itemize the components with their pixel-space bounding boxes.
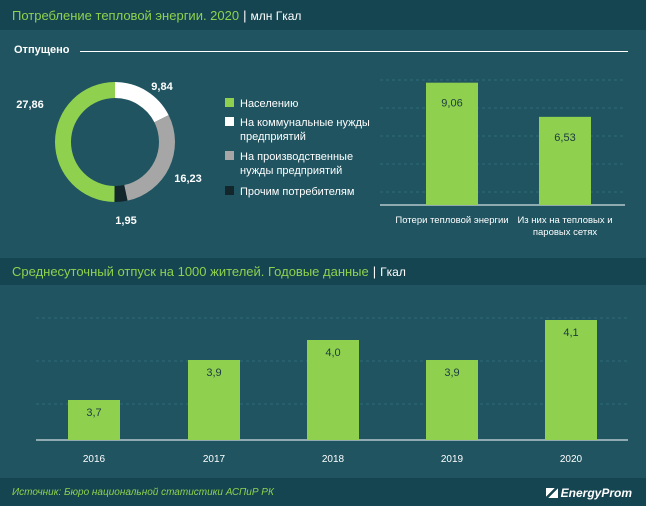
- chart-title-middle: Среднесуточный отпуск на 1000 жителей. Г…: [12, 264, 406, 279]
- bar: [545, 320, 597, 440]
- legend-swatch-grey: [225, 151, 234, 160]
- category-label: 2020: [560, 454, 583, 465]
- bar-value-label: 4,1: [563, 327, 578, 339]
- footer-band: [0, 478, 646, 506]
- brand-text: EnergyProm: [560, 486, 632, 500]
- panel-label: Отпущено: [14, 44, 70, 56]
- bar: [188, 360, 240, 440]
- panel-rule: [80, 51, 628, 52]
- donut-slice: [124, 115, 176, 201]
- title-separator: |: [372, 264, 377, 279]
- brand-logo: EnergyProm: [545, 486, 632, 500]
- category-label: Потери тепловой энергии: [395, 215, 508, 226]
- yearly-bar-chart: 3,7 2016 3,9 2017 4,0 2018 3,9 2019 4,1 2020: [36, 317, 628, 465]
- donut-value-label: 27,86: [16, 99, 44, 111]
- legend-swatch-dark: [225, 186, 234, 195]
- donut-slice: [115, 82, 169, 123]
- title-unit: млн Гкал: [250, 9, 302, 23]
- bar: [307, 340, 359, 440]
- donut-value-label: 16,23: [174, 173, 202, 185]
- bar: [426, 360, 478, 440]
- legend-label: На производственные нужды предприятий: [240, 151, 354, 177]
- chart-title-top: Потребление тепловой энергии. 2020 | млн Г…: [12, 8, 301, 23]
- donut-slice: [55, 82, 115, 202]
- header-band-top: [0, 0, 646, 30]
- legend-label: Прочим потребителям: [240, 186, 355, 198]
- legend-swatch-green: [225, 98, 234, 107]
- donut-chart: 27,86 9,84 16,23 1,95: [16, 81, 202, 227]
- title-text: Среднесуточный отпуск на 1000 жителей. Г…: [12, 264, 369, 279]
- bar: [426, 82, 478, 205]
- donut-value-label: 1,95: [115, 215, 136, 227]
- bar-value-label: 3,9: [206, 367, 221, 379]
- bar-value-label: 6,53: [554, 132, 575, 144]
- legend-swatch-white: [225, 117, 234, 126]
- category-label: Из них на тепловых и паровых сетях: [517, 215, 612, 238]
- category-label: 2019: [441, 454, 464, 465]
- legend-label: На коммунальные нужды предприятий: [240, 117, 370, 143]
- donut-value-label: 9,84: [151, 81, 173, 93]
- losses-bar-chart: 9,06 Потери тепловой энергии 6,53 Из них на…: [380, 79, 625, 238]
- title-text: Потребление тепловой энергии. 2020: [12, 8, 240, 23]
- brand-mark-icon: [545, 488, 558, 498]
- category-label: 2016: [83, 454, 106, 465]
- source-note: Источник: Бюро национальной статистики А…: [12, 487, 274, 498]
- bar: [68, 400, 120, 440]
- title-unit: Гкал: [380, 265, 406, 279]
- header-band-middle: [0, 258, 646, 285]
- bar-value-label: 9,06: [441, 98, 462, 110]
- category-label: 2017: [203, 454, 226, 465]
- title-separator: |: [243, 8, 247, 23]
- category-label: 2018: [322, 454, 345, 465]
- bar-value-label: 3,7: [86, 407, 101, 419]
- bar-value-label: 3,9: [444, 367, 459, 379]
- donut-slice: [114, 185, 128, 202]
- bar-value-label: 4,0: [325, 347, 340, 359]
- legend-label: Населению: [240, 98, 299, 110]
- bar: [539, 116, 591, 205]
